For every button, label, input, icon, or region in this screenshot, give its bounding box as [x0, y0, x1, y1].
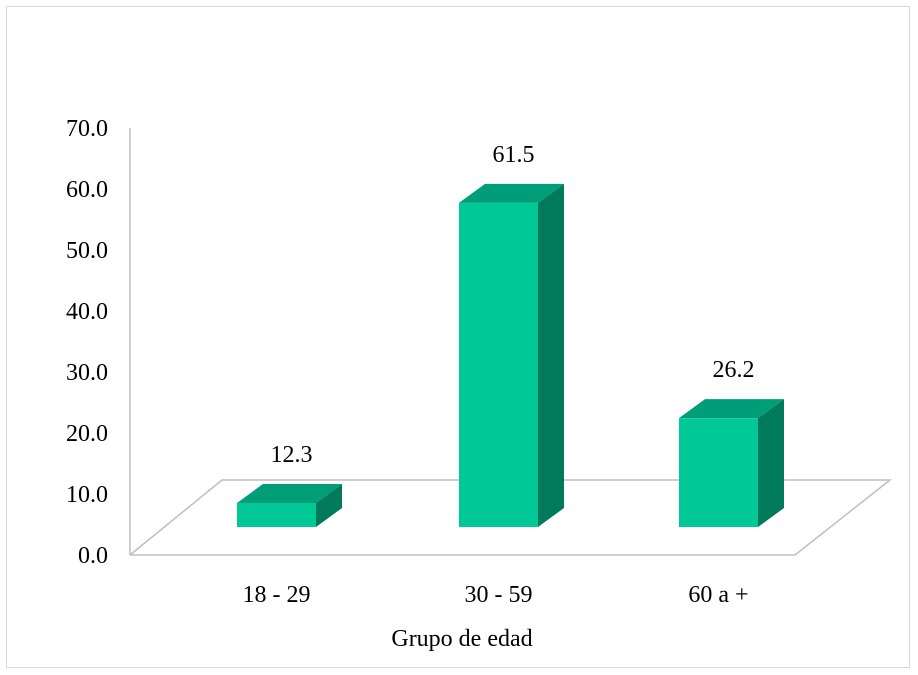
- y-tick-label: 20.0: [66, 421, 108, 447]
- chart-frame: [6, 6, 910, 668]
- bar-side: [758, 399, 784, 527]
- bar-top: [237, 483, 342, 503]
- y-tick-labels: 0.0 10.0 20.0 30.0 40.0 50.0 60.0 70.0: [66, 116, 108, 569]
- y-tick-label: 50.0: [66, 238, 108, 264]
- bars: 12.3 61.5 26.2: [237, 142, 784, 527]
- bar: [679, 399, 784, 527]
- chart-axes: [129, 128, 893, 556]
- bar-front: [679, 418, 758, 527]
- bar-top: [459, 183, 564, 203]
- y-tick-label: 60.0: [66, 177, 108, 203]
- data-label: 26.2: [713, 357, 755, 383]
- bar: [237, 483, 342, 527]
- data-label: 12.3: [271, 442, 313, 468]
- bar-side: [316, 483, 342, 527]
- floor-plane: [129, 479, 893, 556]
- bar-top: [679, 399, 784, 419]
- x-tick-label: 18 - 29: [243, 582, 311, 608]
- bar-front: [459, 202, 538, 527]
- y-tick-label: 0.0: [78, 543, 108, 569]
- bar-side: [538, 183, 564, 527]
- bar: [459, 183, 564, 527]
- y-tick-label: 70.0: [66, 116, 108, 142]
- data-label: 61.5: [493, 142, 535, 168]
- bar-front: [237, 502, 316, 527]
- y-tick-label: 40.0: [66, 299, 108, 325]
- x-axis-label: Grupo de edad: [391, 626, 532, 652]
- x-tick-labels: 18 - 29 30 - 59 60 a +: [243, 582, 749, 608]
- y-tick-label: 10.0: [66, 482, 108, 508]
- x-tick-label: 60 a +: [688, 582, 748, 608]
- y-tick-label: 30.0: [66, 360, 108, 386]
- x-tick-label: 30 - 59: [465, 582, 533, 608]
